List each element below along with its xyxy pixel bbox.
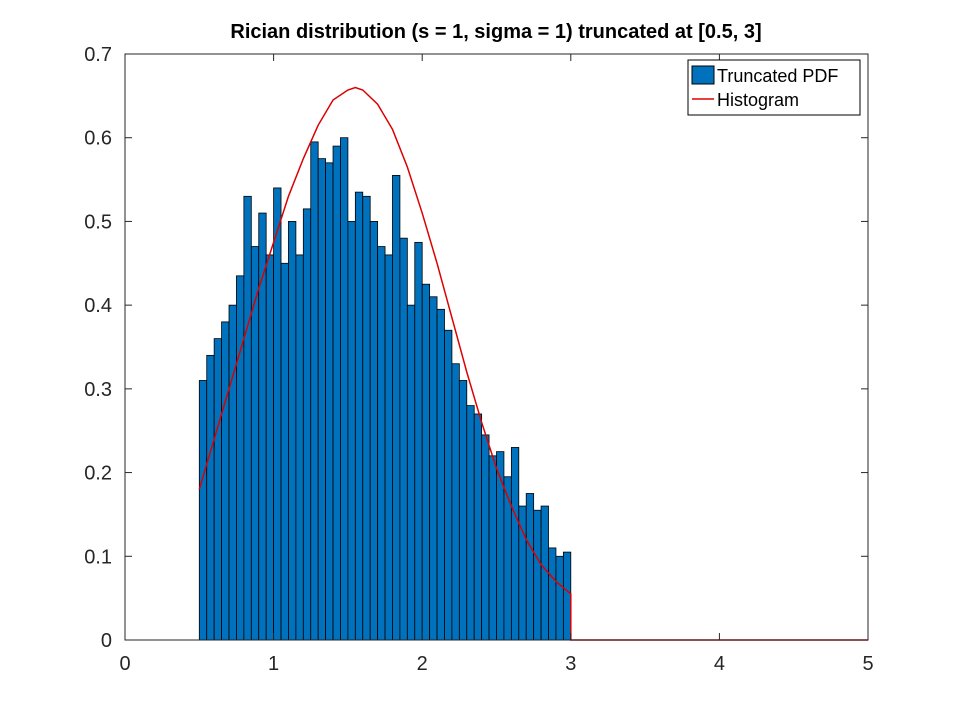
chart-title: Rician distribution (s = 1, sigma = 1) t… [230, 21, 761, 43]
histogram-bar [466, 405, 475, 641]
histogram-bar [362, 195, 371, 641]
y-tick-label: 0.7 [84, 44, 112, 66]
histogram-bar [310, 141, 319, 641]
histogram-bar [496, 451, 505, 641]
histogram-bars [198, 137, 572, 641]
histogram-bar [377, 246, 386, 641]
histogram-bar [332, 145, 341, 641]
histogram-bar [414, 241, 423, 641]
histogram-bar [384, 254, 393, 641]
histogram-bar [406, 304, 416, 641]
histogram-bar [473, 413, 483, 641]
histogram-bar [458, 380, 468, 641]
pdf-curve [198, 86, 868, 641]
histogram-bar [488, 455, 497, 641]
x-tick-label: 4 [714, 653, 725, 675]
y-tick-label: 0.5 [84, 211, 112, 233]
histogram-bar [540, 505, 549, 641]
legend-label-bars: Truncated PDF [717, 66, 838, 86]
y-tick-label: 0.6 [84, 128, 112, 150]
histogram-bar [317, 158, 327, 641]
histogram-bar [421, 283, 431, 641]
histogram-bar [354, 191, 364, 641]
histogram-bar [562, 551, 572, 641]
legend: Truncated PDF Histogram [687, 59, 861, 116]
histogram-bar [369, 221, 379, 641]
histogram-bar [250, 246, 260, 641]
histogram-bar [206, 354, 215, 641]
histogram-bar [273, 187, 282, 641]
histogram-bar [265, 254, 275, 641]
histogram-bar [555, 555, 564, 641]
histogram-bar [429, 296, 438, 641]
histogram-bar [325, 162, 334, 641]
histogram-bar [243, 195, 252, 641]
histogram-bar [340, 137, 349, 641]
legend-label-curve: Histogram [717, 90, 799, 110]
plot-area-frame [124, 53, 869, 641]
histogram-bar [236, 275, 245, 641]
histogram-bar [548, 547, 557, 641]
y-tick-label: 0.3 [84, 379, 112, 401]
legend-bar-swatch [691, 65, 715, 85]
y-tick-label: 0.4 [84, 295, 112, 317]
x-tick-label: 1 [268, 653, 279, 675]
x-tick-label: 2 [417, 653, 428, 675]
histogram-bar [436, 308, 445, 641]
histogram-bar [510, 447, 520, 641]
legend-box [687, 59, 861, 116]
x-tick-label: 5 [862, 653, 873, 675]
y-tick-label: 0.2 [84, 463, 112, 485]
histogram-bar [302, 208, 312, 641]
histogram-bar [525, 493, 535, 641]
histogram-bar [198, 380, 208, 641]
x-tick-label: 3 [565, 653, 576, 675]
histogram-bar [280, 262, 289, 641]
histogram-bar [295, 254, 304, 641]
histogram-bar [221, 321, 230, 641]
histogram-bar [481, 434, 490, 641]
x-tick-label: 0 [119, 653, 130, 675]
histogram-bar [533, 509, 542, 641]
axes: 0 1 2 3 4 5 0 0.1 0.2 0.3 0.4 0.5 0.6 0.7 [84, 44, 873, 675]
histogram-bar [451, 363, 460, 641]
histogram-bar [392, 174, 401, 641]
y-tick-label: 0 [101, 630, 112, 652]
pdf-curve-layer [198, 86, 868, 641]
histogram-bar [288, 221, 297, 641]
y-tick-label: 0.1 [84, 546, 112, 568]
histogram-bar [399, 237, 408, 641]
histogram-bar [213, 338, 222, 641]
histogram-bar [347, 221, 356, 641]
histogram-bar [444, 329, 453, 641]
histogram-bar [228, 304, 237, 641]
